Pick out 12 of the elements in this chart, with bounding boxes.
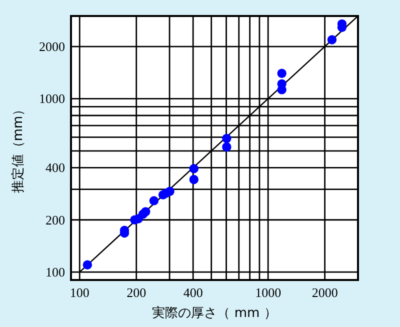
y-tick-label: 200 xyxy=(46,212,65,228)
y-axis-title: 推定値（mm） xyxy=(11,102,26,194)
x-tick-label: 2000 xyxy=(312,285,338,300)
y-tick-label: 100 xyxy=(46,264,65,280)
x-tick-label: 1000 xyxy=(255,285,282,300)
x-tick-label: 100 xyxy=(70,285,90,300)
x-tick-label: 400 xyxy=(183,285,203,300)
y-tick-label: 1000 xyxy=(39,91,65,106)
x-tick-label: 200 xyxy=(126,285,146,300)
y-tick-label: 2000 xyxy=(39,39,65,54)
y-tick-label: 400 xyxy=(46,160,65,176)
x-axis-title: 実際の厚さ（ mm ） xyxy=(152,305,277,321)
